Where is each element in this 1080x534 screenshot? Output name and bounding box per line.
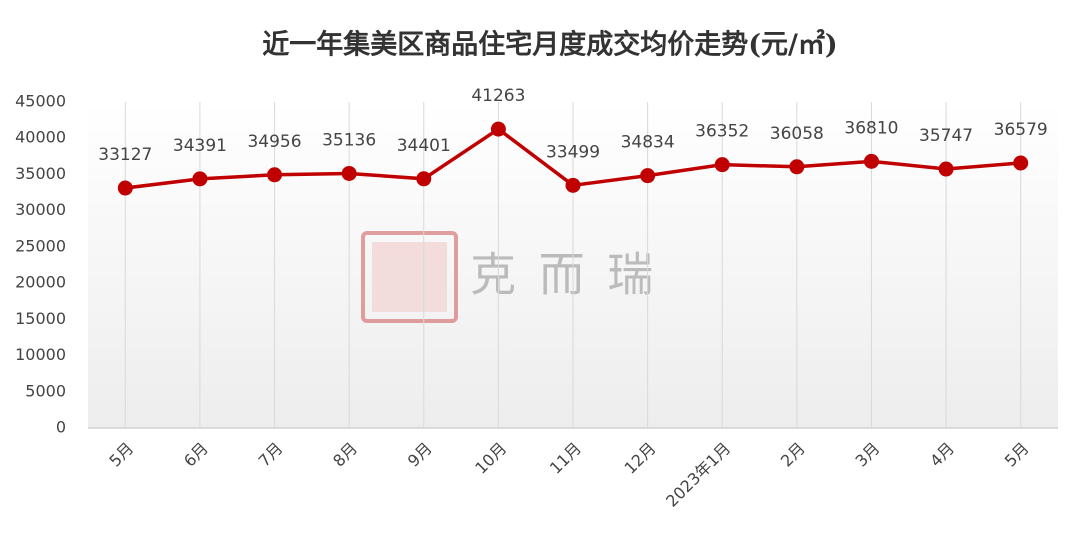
data-point	[117, 180, 133, 196]
data-point	[192, 171, 208, 187]
x-tick-label: 7月	[255, 439, 287, 471]
x-tick-label: 4月	[926, 439, 958, 471]
x-tick-label: 6月	[180, 439, 212, 471]
y-tick-label: 10000	[15, 345, 66, 364]
data-point	[789, 159, 805, 175]
y-tick-label: 35000	[15, 164, 66, 183]
watermark-seal-fill	[372, 242, 447, 312]
data-point	[490, 121, 506, 137]
data-point	[714, 157, 730, 173]
chart-title: 近一年集美区商品住宅月度成交均价走势(元/㎡)	[262, 29, 837, 61]
data-point	[565, 177, 581, 193]
value-label: 33499	[546, 142, 600, 162]
data-point	[416, 171, 432, 187]
value-label: 34834	[621, 133, 675, 153]
value-label: 35747	[919, 126, 973, 146]
watermark-seal	[361, 231, 458, 323]
x-tick-label: 5月	[1001, 439, 1033, 471]
x-tick-label: 8月	[329, 439, 361, 471]
data-point	[267, 167, 283, 183]
value-label: 36058	[770, 124, 824, 144]
value-label: 36352	[695, 122, 749, 142]
watermark: 克 而 瑞	[361, 231, 657, 323]
value-label: 36579	[994, 120, 1048, 140]
x-tick-label: 11月	[546, 439, 585, 478]
value-label: 41263	[471, 86, 525, 106]
value-label: 35136	[322, 130, 376, 150]
x-tick-label: 3月	[852, 439, 884, 471]
y-tick-label: 20000	[15, 273, 66, 292]
value-label: 33127	[98, 145, 152, 165]
x-tick-label: 2023年1月	[662, 439, 734, 511]
value-label: 36810	[844, 118, 898, 138]
x-tick-label: 5月	[105, 439, 137, 471]
y-tick-label: 5000	[25, 381, 66, 400]
data-point	[640, 168, 656, 184]
value-label: 34956	[247, 132, 301, 152]
y-tick-label: 40000	[15, 128, 66, 147]
data-point	[1013, 155, 1029, 171]
x-tick-label: 2月	[777, 439, 809, 471]
value-label: 34401	[397, 136, 451, 156]
data-point	[341, 165, 357, 181]
data-point	[938, 161, 954, 177]
x-tick-label: 10月	[471, 439, 510, 478]
y-tick-label: 30000	[15, 200, 66, 219]
y-tick-label: 0	[56, 418, 66, 437]
x-tick-label: 12月	[620, 439, 659, 478]
y-tick-label: 45000	[15, 92, 66, 111]
y-tick-label: 25000	[15, 236, 66, 255]
y-tick-label: 15000	[15, 309, 66, 328]
watermark-text: 克 而 瑞	[470, 248, 657, 302]
x-tick-label: 9月	[404, 439, 436, 471]
data-point	[863, 153, 879, 169]
value-label: 34391	[173, 136, 227, 156]
